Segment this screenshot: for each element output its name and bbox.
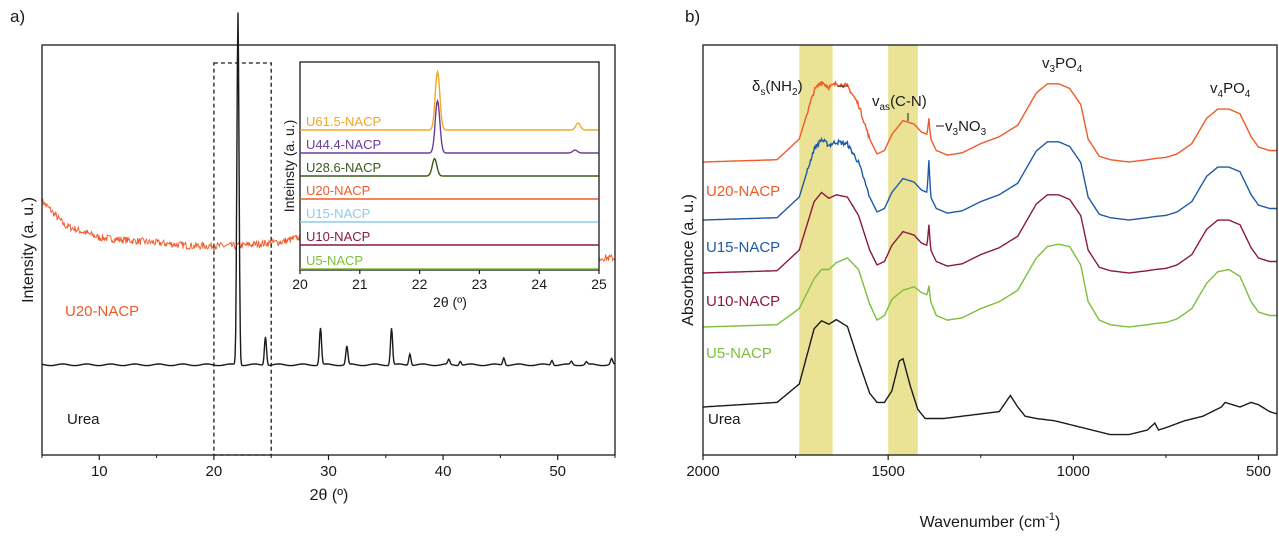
panel-a-y-axis-label: Intensity (a. u.) [20,197,37,303]
inset-label-1: U44.4-NACP [306,137,381,152]
panel-a-label: a) [10,7,25,26]
annotation-vas-cn: vas(C-N) [872,93,927,113]
panel-b-label-urea: Urea [708,411,741,428]
inset-series-group [300,69,599,270]
panel-b-xtick-label-2: 1000 [1057,463,1090,480]
panel-b-ticks: 2000 1500 1000 500 [686,455,1271,480]
panel-a-highlight-box [213,62,272,456]
inset-label-5: U10-NACP [306,229,370,244]
panel-b-label-u10: U10-NACP [706,293,780,310]
inset-y-axis-label: Inteinsty (a. u.) [281,120,297,213]
panel-b-label-u20: U20-NACP [706,183,780,200]
panel-b-label-u15: U15-NACP [706,239,780,256]
panel-a-xtick-label-3: 40 [435,463,452,480]
panel-b-xtick-label-0: 2000 [686,463,719,480]
inset-ticks: 20 21 22 23 24 25 [292,270,607,292]
annotation-v3no3: v3NO3 [945,118,987,138]
panel-b-series-4 [703,318,1278,436]
inset-x-axis-label: 2θ (º) [433,294,467,310]
inset-xtick-label-5: 25 [591,276,607,292]
inset-xtick-label-0: 20 [292,276,308,292]
panel-a-ticks: 10 20 30 40 50 [41,455,616,480]
inset-xtick-label-3: 23 [472,276,488,292]
annotation-v3po4: v3PO4 [1042,55,1083,75]
inset-label-3: U20-NACP [306,183,370,198]
panel-b-shaded-bands [799,45,918,455]
inset-series-2 [300,157,599,177]
annotation-v4po4: v4PO4 [1210,80,1251,100]
panel-b-series-group [703,79,1278,436]
panel-a-xtick-label-4: 50 [549,463,566,480]
panel-a-xtick-label-0: 10 [91,463,108,480]
panel-b-series-2 [703,191,1277,274]
panel-b-frame [702,44,1278,456]
inset-trace-labels: U61.5-NACP U44.4-NACP U28.6-NACP U20-NACP U1… [306,114,381,268]
panel-a-x-axis-label: 2θ (º) [310,487,349,504]
panel-b-xtick-label-3: 500 [1246,463,1271,480]
panel-a-xtick-label-2: 30 [320,463,337,480]
inset-xtick-label-4: 24 [531,276,547,292]
inset-label-0: U61.5-NACP [306,114,381,129]
inset-label-2: U28.6-NACP [306,160,381,175]
panel-b-series-3 [703,243,1277,328]
panel-b-band-0 [799,45,833,455]
panel-a-series-1 [41,12,616,367]
inset-series-1 [300,98,599,154]
inset-background [299,61,600,271]
inset-label-6: U5-NACP [306,253,363,268]
inset-series-0 [300,69,599,131]
inset-xtick-label-1: 21 [352,276,368,292]
panel-b-series-1 [703,136,1277,221]
panel-b-label: b) [685,7,700,26]
panel-a-label-urea: Urea [67,411,100,428]
panel-a-label-u20: U20-NACP [65,303,139,320]
panel-b-label-u5: U5-NACP [706,345,772,362]
panel-b-xtick-label-1: 1500 [871,463,904,480]
panel-b-series-0 [703,79,1277,163]
inset-xtick-label-2: 22 [412,276,428,292]
panel-b-x-axis-label: Wavenumber (cm-1) [920,511,1061,531]
annotation-delta-nh2: δs(NH2) [752,78,803,98]
panel-b-y-axis-label: Absorbance (a. u.) [680,194,697,326]
panel-a-xtick-label-1: 20 [206,463,223,480]
inset-label-4: U15-NACP [306,206,370,221]
